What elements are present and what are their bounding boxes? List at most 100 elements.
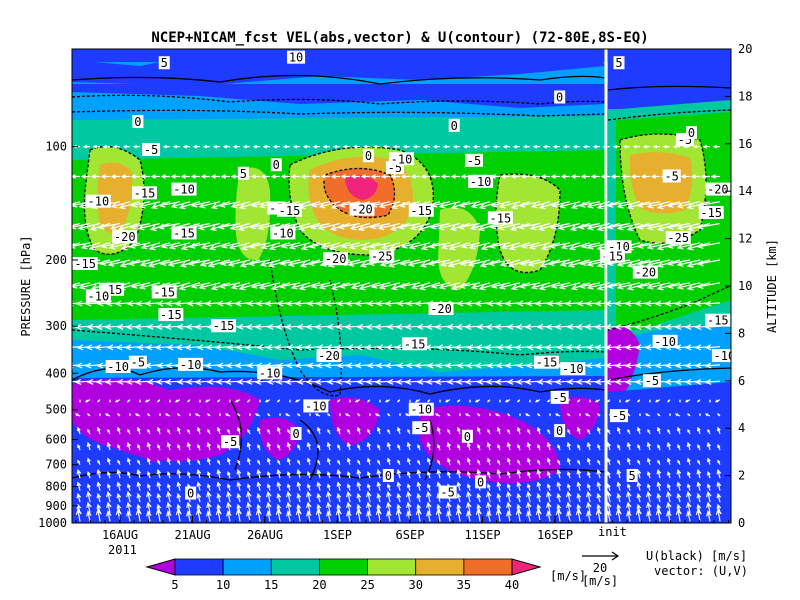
wind-vector: [656, 468, 662, 479]
chart-title: NCEP+NICAM_fcst VEL(abs,vector) & U(cont…: [151, 30, 648, 46]
wind-vector: [414, 300, 431, 307]
wind-vector: [676, 426, 681, 435]
wind-vector: [194, 323, 211, 330]
contour-label: -10: [389, 152, 414, 166]
wind-vector: [626, 510, 632, 522]
wind-vector: [646, 470, 651, 479]
wind-vector: [672, 144, 680, 149]
y-axis-right-label: ALTITUDE [km]: [765, 239, 779, 333]
wind-vector: [537, 413, 541, 417]
wind-vector: [580, 174, 590, 179]
wind-vector: [446, 441, 451, 451]
wind-vector: [396, 492, 402, 503]
wind-vector: [506, 457, 511, 465]
contour-label: 0: [475, 475, 487, 489]
svg-text:-20: -20: [114, 230, 136, 244]
wind-vector: [104, 378, 121, 385]
wind-vector: [204, 399, 211, 403]
wind-vector: [369, 222, 391, 230]
wind-vector: [646, 510, 652, 522]
wind-vector: [204, 300, 221, 307]
wind-vector: [486, 483, 491, 491]
wind-vector: [440, 242, 461, 250]
wind-vector: [296, 481, 302, 491]
contour-label: -15: [276, 203, 302, 218]
wind-vector: [250, 201, 271, 208]
wind-vector: [646, 457, 651, 465]
wind-vector: [246, 501, 252, 514]
pressure-tick-label: 900: [45, 499, 67, 513]
wind-vector: [668, 412, 672, 417]
wind-vector: [84, 399, 91, 403]
pressure-tick-label: 100: [45, 140, 67, 154]
wind-vector: [77, 443, 81, 451]
wind-vector: [166, 510, 172, 522]
wind-vector: [96, 481, 102, 491]
wind-vector: [654, 399, 661, 403]
wind-vector: [294, 300, 311, 307]
wind-vector: [612, 144, 620, 149]
wind-vector: [326, 483, 331, 491]
wind-vector: [156, 481, 162, 491]
wind-vector: [97, 399, 101, 403]
wind-vector: [556, 468, 562, 479]
wind-vector: [578, 282, 601, 289]
wind-vector: [254, 323, 271, 330]
wind-vector: [286, 470, 291, 479]
wind-vector: [177, 459, 181, 465]
wind-vector: [87, 428, 91, 435]
wind-vector: [366, 470, 371, 479]
wind-vector: [77, 222, 101, 231]
wind-vector: [597, 443, 601, 451]
wind-vector: [607, 428, 611, 435]
wind-vector: [646, 483, 651, 491]
wind-vector: [586, 470, 591, 479]
wind-vector: [482, 144, 490, 149]
wind-vector: [696, 492, 702, 503]
wind-vector: [140, 242, 161, 250]
wind-vector: [536, 492, 542, 503]
wind-vector: [220, 174, 230, 179]
svg-text:0: 0: [556, 90, 563, 104]
wind-vector: [120, 174, 130, 179]
wind-vector: [636, 492, 642, 503]
wind-vector: [555, 508, 562, 522]
wind-vector: [146, 501, 152, 514]
wind-vector: [346, 470, 351, 479]
time-tick-label: 21AUG: [174, 528, 210, 542]
wind-vector: [156, 468, 162, 479]
contour-label: -5: [464, 153, 483, 168]
wind-vector: [370, 282, 391, 289]
wind-vector: [716, 481, 722, 491]
wind-vector: [375, 508, 382, 522]
contour-label: -10: [711, 349, 731, 363]
wind-vector: [104, 323, 121, 330]
wind-vector: [404, 323, 421, 330]
wind-vector: [686, 490, 692, 503]
wind-vector: [266, 490, 272, 503]
wind-vector: [207, 259, 231, 268]
svg-text:-5: -5: [131, 356, 145, 370]
contour-label: -20: [705, 182, 731, 197]
wind-vector: [696, 259, 721, 267]
wind-vector: [626, 490, 632, 503]
wind-vector: [367, 428, 371, 435]
wind-vector: [384, 300, 401, 307]
wind-vector: [304, 344, 321, 351]
wind-vector: [616, 426, 621, 435]
wind-vector: [588, 399, 592, 403]
wind-vector: [450, 174, 460, 179]
svg-text:-15: -15: [700, 206, 722, 220]
wind-vector: [278, 282, 301, 289]
wind-vector: [404, 378, 421, 385]
contour-label: -15: [599, 249, 625, 264]
wind-vector: [116, 492, 122, 503]
wind-vector: [686, 501, 692, 514]
contour-label: -15: [408, 203, 434, 218]
wind-vector: [97, 426, 101, 435]
wind-vector: [510, 174, 520, 179]
wind-vector: [100, 242, 121, 249]
wind-vector: [336, 492, 342, 503]
wind-vector: [674, 413, 681, 417]
